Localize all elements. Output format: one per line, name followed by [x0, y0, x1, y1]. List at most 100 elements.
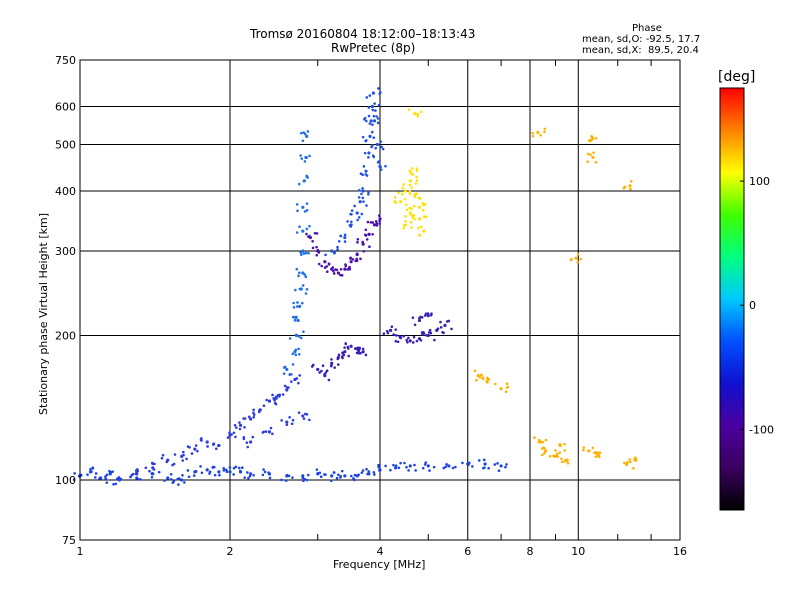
- data-point: [291, 418, 295, 422]
- data-point: [444, 465, 448, 469]
- data-point: [358, 200, 362, 204]
- data-point: [341, 351, 345, 355]
- data-point: [357, 473, 360, 477]
- data-point: [405, 208, 409, 212]
- phase-colorbar: 100 0 -100: [719, 87, 774, 511]
- data-point: [362, 200, 365, 203]
- data-point: [214, 447, 218, 450]
- data-point: [375, 142, 379, 147]
- data-point: [394, 201, 398, 205]
- data-point: [305, 202, 309, 205]
- data-point: [246, 445, 250, 449]
- data-point: [346, 268, 349, 271]
- data-point: [422, 332, 426, 335]
- data-point: [379, 168, 383, 171]
- data-point: [504, 465, 507, 469]
- data-point: [633, 456, 637, 460]
- data-point: [235, 426, 238, 429]
- data-point: [410, 213, 413, 217]
- data-point: [368, 94, 372, 97]
- data-point: [371, 108, 375, 112]
- data-point: [356, 348, 359, 352]
- data-point: [327, 378, 331, 382]
- data-point: [228, 470, 232, 474]
- data-point: [173, 453, 177, 456]
- data-point: [349, 212, 352, 216]
- data-point: [343, 474, 347, 478]
- data-point: [382, 332, 386, 335]
- data-point: [306, 130, 310, 133]
- data-point: [330, 474, 334, 478]
- data-point: [378, 92, 382, 96]
- data-point: [416, 112, 420, 116]
- data-point: [105, 481, 109, 484]
- data-point: [478, 376, 482, 379]
- data-point: [315, 232, 319, 235]
- data-point: [394, 328, 398, 331]
- data-point: [363, 233, 367, 237]
- data-point: [365, 204, 368, 207]
- data-point: [298, 304, 302, 309]
- data-point: [199, 465, 202, 468]
- data-point: [297, 381, 300, 385]
- data-point: [303, 160, 307, 163]
- data-point: [595, 452, 599, 456]
- data-point: [485, 376, 489, 380]
- data-point: [224, 468, 228, 472]
- data-point: [333, 366, 336, 369]
- data-point: [323, 373, 326, 376]
- data-point: [407, 469, 410, 472]
- data-point: [177, 483, 180, 486]
- data-point: [408, 169, 412, 173]
- data-point: [499, 387, 503, 391]
- data-point: [301, 284, 305, 287]
- data-point: [441, 331, 444, 334]
- data-point: [405, 338, 408, 342]
- data-point: [292, 305, 296, 309]
- data-point: [423, 202, 427, 206]
- data-point: [504, 390, 508, 394]
- data-point: [353, 204, 356, 208]
- data-point: [370, 104, 374, 109]
- data-point: [320, 264, 323, 268]
- data-point: [249, 417, 253, 421]
- data-point: [343, 240, 347, 243]
- data-point: [396, 340, 400, 344]
- scatter-points: [72, 87, 638, 486]
- data-point: [129, 475, 132, 479]
- data-point: [301, 249, 305, 253]
- data-point: [496, 462, 499, 465]
- data-point: [357, 196, 361, 199]
- data-point: [234, 465, 238, 469]
- data-point: [79, 473, 83, 477]
- data-point: [243, 425, 246, 429]
- data-point: [248, 474, 252, 478]
- data-point: [353, 478, 356, 482]
- data-point: [296, 301, 299, 304]
- data-point: [363, 118, 366, 121]
- data-point: [303, 273, 307, 276]
- data-point: [375, 115, 378, 118]
- data-point: [194, 470, 198, 473]
- data-point: [318, 471, 322, 475]
- axes: 1 2 4 6 8 10 16 75 100 200 300 400 500 600 750: [55, 54, 687, 558]
- data-point: [305, 174, 309, 178]
- data-point: [313, 231, 317, 235]
- data-point: [171, 463, 174, 467]
- data-point: [367, 192, 370, 196]
- data-point: [415, 339, 419, 343]
- data-point: [493, 463, 497, 466]
- data-point: [301, 205, 305, 209]
- data-point: [411, 215, 415, 219]
- data-point: [482, 458, 486, 462]
- data-point: [398, 335, 401, 338]
- data-point: [205, 441, 209, 444]
- data-point: [407, 336, 410, 340]
- data-point: [411, 173, 415, 176]
- data-point: [369, 221, 373, 224]
- data-point: [481, 377, 485, 381]
- data-point: [301, 474, 305, 478]
- data-point: [582, 446, 586, 449]
- data-point: [317, 262, 321, 266]
